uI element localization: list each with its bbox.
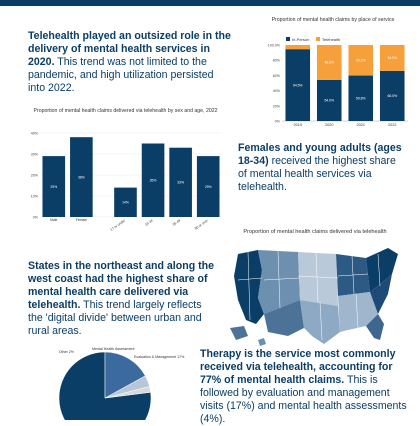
bar-50-or-over [196,156,220,217]
bar-data-label: 40.2% [356,58,366,62]
section3-rest: This trend largely reflects the 'digital… [28,299,202,337]
x-tick-label: 2019 [294,123,302,127]
map-northeast [366,248,398,292]
bar-18-34 [141,143,165,217]
us-telehealth-map [230,248,398,346]
y-tick-label: 0% [275,120,281,124]
x-tick-label: 2020 [325,123,333,127]
chart2-title: Proportion of mental health claims deliv… [33,108,218,114]
bar-telehealth-2021 [348,45,374,76]
y-tick-label: 100.0% [268,44,281,48]
pie-slice-other [104,386,151,399]
map-state-borders [237,250,381,341]
legend-label-in-person: In-Person [292,37,309,42]
x-tick-label: Male [50,218,57,222]
y-tick-label: 0% [33,215,39,219]
bar-data-label: 46.0% [324,61,334,65]
bar-male [42,156,66,217]
map-alaska [230,326,248,340]
x-tick-label: 18-34 [144,218,153,226]
x-tick-label: 35-49 [172,218,181,226]
bar-in-person-2022 [379,70,405,121]
bar-data-label: 35% [150,179,157,183]
y-tick-label: 30% [31,152,39,156]
section4-text: Therapy is the service most commonly rec… [200,348,410,426]
bar-data-label: 29% [50,185,57,189]
bar-data-label: 54.0% [324,99,334,103]
bar-data-label: 38% [78,175,85,179]
bar-data-label: 14% [122,201,129,205]
bar-female [70,137,93,217]
section2-bold: Females and young adults (ages 18-34) [238,142,402,167]
section3-text: States in the northeast and along the we… [28,260,218,338]
bar-data-label: 66.0% [387,94,397,98]
bar-data-label: 59.8% [356,96,366,100]
legend-swatch-in-person [286,37,290,41]
pie-label-evaluation: Evaluation & Management 17% [134,355,185,359]
map-texas [300,300,340,344]
bar-telehealth-2022 [379,45,405,71]
bar-data-label: 29% [205,185,212,189]
bar-in-person-2020 [316,79,342,121]
top-accent-bar [0,0,420,6]
pie-label-other: Other 2% [59,350,75,354]
bar-in-person-2019 [285,49,311,121]
bar-telehealth-2019 [285,45,311,50]
x-tick-label: 17 or under [110,218,127,232]
pie-label-assessment: Mental Health Assessment [92,347,135,351]
y-tick-label: 40% [31,131,39,135]
bar-data-label: 34.0% [387,56,397,60]
map-south [338,292,378,332]
section2-text: Females and young adults (ages 18-34) re… [238,142,403,194]
y-tick-label: 80% [273,59,281,63]
map-hawaii [258,338,266,346]
x-tick-label: 2021 [357,123,365,127]
map-southwest [264,300,304,336]
bar-35-49 [169,147,192,217]
section4-rest: This is followed by evaluation and manag… [200,374,407,425]
y-tick-label: 20% [273,104,281,108]
y-tick-label: 10% [31,194,39,198]
section3-bold: States in the northeast and along the we… [28,260,215,311]
chart1-place-of-service: In-Person Telehealth 0% 20% 40% 60% 80% 100.0% 9… [268,37,408,127]
legend-swatch-telehealth [316,37,320,41]
bar-data-label: 33% [177,181,184,185]
section1-rest: This trend was not limited to the pandem… [28,56,214,94]
map-atlantic [370,274,392,314]
bar-in-person-2021 [348,75,374,121]
x-tick-label: Female [76,218,87,222]
pie-slice-evaluation-management [104,351,146,399]
chart2-sex-age: 0% 10% 20% 30% 40% 29% Male 38% Female 14% 17 or u… [31,131,222,232]
y-tick-label: 60% [273,74,281,78]
map-florida [366,314,384,340]
section2-rest: received the highest share of mental hea… [238,155,396,193]
legend-label-telehealth: Telehealth [322,37,340,42]
chart3-title: Proportion of mental health claims deliv… [243,229,387,235]
y-tick-label: 20% [31,173,39,177]
chart1-title: Proportion of mental health claims by pl… [271,17,395,23]
bar-data-label: 94.5% [293,83,303,87]
bar-telehealth-2020 [316,45,342,80]
chart4-service-pie: Evaluation & Management 17% Mental Health… [58,347,185,420]
section4-bold: Therapy is the service most commonly rec… [200,348,396,386]
bar-17-or-under [114,187,137,217]
y-tick-label: 40% [273,89,281,93]
x-tick-label: 2022 [388,123,396,127]
map-plains [298,252,338,306]
section1-bold: Telehealth played an outsized role in th… [28,30,231,68]
section1-text: Telehealth played an outsized role in th… [28,30,233,95]
x-tick-label: 50 or over [194,218,210,231]
